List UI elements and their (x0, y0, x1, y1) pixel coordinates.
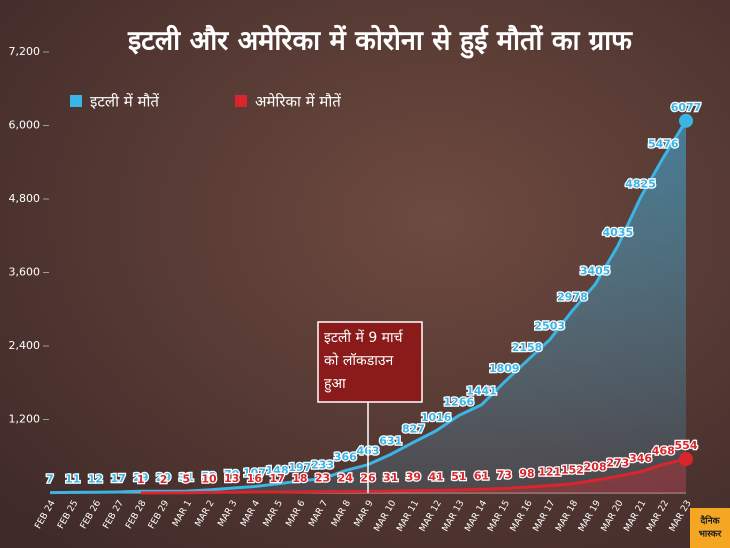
chart-title: इटली और अमेरिका में कोरोना से हुई मौतों … (127, 25, 633, 60)
data-label: 2158 (512, 341, 543, 354)
line (140, 457, 687, 495)
data-label: 2 (160, 473, 168, 486)
end-dot (679, 113, 693, 128)
data-label: 208 (584, 460, 607, 473)
end-dot (679, 452, 693, 467)
data-label: 2503 (534, 320, 565, 333)
data-label: 31 (179, 471, 194, 484)
data-label: 346 (629, 452, 652, 465)
data-label: 39 (406, 471, 421, 484)
legend-label: इटली में मौतें (90, 93, 159, 111)
annotation-text: हुआ (324, 376, 346, 393)
data-label: 10 (201, 472, 217, 485)
data-label: 6077 (671, 101, 702, 114)
y-tick-label: 6,000 (9, 119, 41, 132)
data-label: 197 (288, 461, 311, 474)
logo-box (690, 508, 730, 548)
y-tick-label: 3,600 (9, 266, 41, 279)
y-tick-label: 2,400 (9, 339, 41, 352)
data-label: 631 (379, 434, 402, 447)
area (140, 459, 686, 493)
data-label: 1 (137, 473, 145, 486)
y-tick-label: 1,200 (9, 413, 41, 426)
data-label: 121 (538, 466, 561, 479)
data-label: 233 (311, 459, 334, 472)
data-label: 273 (606, 456, 629, 469)
data-label: 4035 (603, 226, 634, 239)
data-label: 554 (675, 439, 698, 452)
data-label: 73 (497, 469, 512, 482)
logo: दैनिक भास्कर (690, 508, 730, 548)
data-label: 51 (451, 470, 466, 483)
data-label: 17 (110, 472, 125, 485)
logo-text: भास्कर (699, 530, 722, 540)
data-label: 11 (65, 472, 80, 485)
data-label: 4825 (625, 177, 656, 190)
data-label: 107 (243, 466, 266, 479)
data-label: 18 (292, 472, 307, 485)
data-label: 98 (519, 467, 534, 480)
data-label: 1016 (421, 411, 452, 424)
data-label: 24 (338, 472, 354, 485)
data-label: 29 (133, 471, 148, 484)
data-label: 52 (201, 470, 216, 483)
annotation-text: को लॉकडाउन (324, 352, 393, 369)
data-label: 13 (224, 472, 239, 485)
data-label: 1441 (466, 385, 497, 398)
data-label: 7 (46, 473, 54, 486)
data-label: 1266 (444, 395, 475, 408)
data-label: 16 (247, 472, 263, 485)
data-label: 5476 (648, 138, 679, 151)
y-tick-label: 7,200 (9, 45, 41, 58)
data-label: 2978 (557, 291, 588, 304)
area (50, 120, 686, 493)
legend-label: अमेरिका में मौतें (255, 93, 341, 111)
data-label: 79 (224, 468, 239, 481)
data-label: 827 (402, 422, 425, 435)
legend-swatch (70, 95, 82, 107)
annotation-box (317, 321, 423, 403)
logo-text: दैनिक (699, 515, 720, 527)
data-label: 61 (474, 469, 489, 482)
data-label: 12 (88, 472, 103, 485)
annotation-text: इटली में 9 मार्च (324, 329, 404, 346)
data-label: 31 (383, 471, 398, 484)
y-tick-label: 4,800 (9, 192, 41, 205)
data-label: 1809 (489, 362, 520, 375)
data-label: 148 (266, 464, 289, 477)
data-label: 468 (652, 444, 675, 457)
data-label: 29 (156, 471, 171, 484)
data-label: 3405 (580, 264, 611, 277)
data-label: 17 (269, 472, 284, 485)
data-label: 152 (561, 464, 584, 477)
data-label: 41 (428, 470, 443, 483)
data-label: 5 (182, 473, 190, 486)
legend-swatch (235, 95, 247, 107)
data-label: 366 (334, 451, 357, 464)
data-label: 23 (315, 472, 330, 485)
